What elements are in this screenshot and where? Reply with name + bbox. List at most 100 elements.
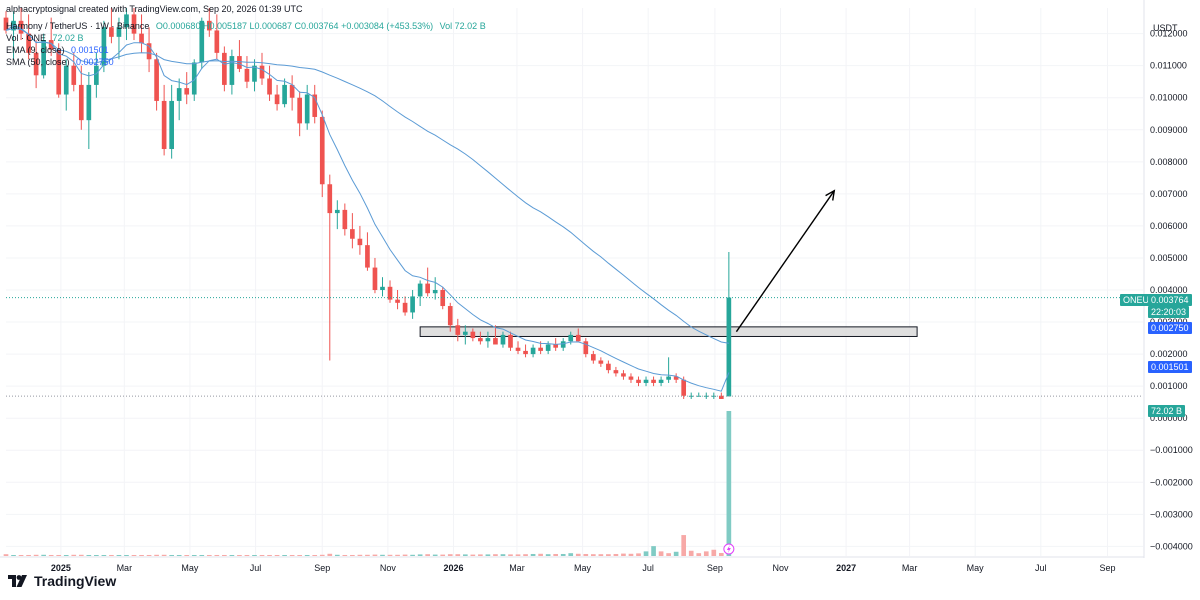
candle-body — [583, 341, 589, 355]
volume-bar — [568, 553, 574, 556]
candle — [523, 344, 528, 358]
candle — [515, 341, 521, 355]
candle — [613, 366, 619, 377]
candle-body — [18, 20, 24, 34]
candle — [402, 296, 408, 316]
volume-bar — [56, 554, 62, 556]
candle — [56, 43, 62, 98]
candle — [131, 8, 137, 41]
candle — [312, 84, 318, 124]
candle — [319, 110, 325, 198]
volume-bar — [387, 554, 393, 556]
symbol-badge-label: ONEUSDT — [1123, 295, 1168, 305]
price-axis-tick-label: −0.001000 — [1150, 445, 1193, 455]
volume-bar — [538, 553, 543, 556]
sma-indicator-label: SMA (50, close) — [6, 57, 70, 67]
volume-readout: Vol 72.02 B — [439, 21, 486, 31]
candle — [726, 251, 732, 397]
candle-body — [26, 33, 31, 53]
volume-bar — [78, 554, 84, 556]
candle — [206, 8, 212, 37]
price-axis-tick-label: −0.003000 — [1150, 509, 1193, 519]
volume-bar — [462, 554, 468, 556]
candle — [470, 328, 476, 342]
candle — [560, 338, 566, 351]
candle — [63, 59, 69, 111]
volume-bar — [176, 555, 182, 556]
candle — [71, 52, 77, 92]
volume-indicator-legend[interactable]: Vol · ONE 72.02 B — [6, 33, 84, 44]
candle — [139, 14, 144, 53]
candle-body — [387, 286, 393, 300]
volume-bar — [718, 552, 724, 556]
candle-body — [154, 59, 159, 101]
volume-bar — [703, 551, 709, 556]
volume-bar — [297, 555, 302, 556]
candle-body — [176, 88, 182, 101]
time-axis-tick-label: 2026 — [443, 563, 463, 573]
candle — [169, 84, 174, 159]
sma-indicator-legend[interactable]: SMA (50, close) 0.002750 — [6, 57, 114, 68]
candle-body — [628, 376, 634, 380]
volume-bar — [651, 546, 656, 556]
candle-body — [56, 49, 62, 95]
candle-body — [621, 373, 626, 377]
candle — [703, 392, 709, 399]
candle — [485, 331, 491, 348]
candle — [237, 40, 242, 73]
symbol-title[interactable]: Harmony / TetherUS · 1W · Binance — [6, 21, 150, 31]
bar-countdown: 22:20:03 — [1151, 307, 1187, 317]
candle-body — [636, 379, 641, 383]
ema-badge-value: 0.001501 — [1151, 362, 1189, 372]
volume-badge-value: 72.02 B — [1151, 406, 1183, 416]
volume-bar — [334, 554, 340, 556]
candle — [673, 373, 679, 383]
candle — [590, 350, 596, 364]
candle-body — [206, 20, 212, 31]
candle-body — [184, 88, 190, 95]
candle — [282, 78, 287, 108]
candle — [718, 392, 724, 399]
volume-bar — [252, 555, 257, 556]
price-axis-tick-label: 0.004000 — [1150, 285, 1188, 295]
ema-indicator-legend[interactable]: EMA (9, close) 0.001501 — [6, 45, 109, 56]
header-line-1: alphacryptosignal created with TradingVi… — [6, 4, 303, 15]
time-axis-tick-label: Jul — [642, 563, 654, 573]
candle-body — [613, 370, 619, 374]
volume-bar — [425, 554, 431, 556]
candle-body — [297, 97, 302, 124]
ema-indicator-label: EMA (9, close) — [6, 45, 65, 55]
candle — [199, 17, 205, 69]
volume-bar — [365, 554, 370, 556]
candle-body — [161, 100, 167, 150]
volume-bar — [681, 535, 687, 556]
volume-bar — [139, 555, 144, 556]
candle — [606, 360, 611, 374]
volume-bar — [553, 553, 559, 556]
volume-indicator-value: 72.02 B — [52, 33, 84, 43]
candle-body — [312, 94, 318, 117]
candle — [342, 203, 348, 236]
volume-bar — [583, 553, 589, 556]
candle — [161, 84, 167, 156]
candle — [297, 91, 302, 137]
volume-bar — [636, 553, 641, 556]
price-lines — [6, 297, 1143, 555]
candle-body — [252, 65, 257, 82]
candle-body — [289, 84, 295, 98]
tradingview-logo[interactable]: TradingView — [8, 572, 116, 590]
candle-body — [560, 341, 566, 348]
volume-bar — [33, 554, 39, 556]
volume-badge: 72.02 B — [1148, 405, 1186, 417]
volume-bar — [282, 555, 287, 556]
volume-bar — [267, 554, 272, 556]
volume-bar — [109, 554, 114, 556]
volume-bar — [41, 554, 46, 556]
last-price-badge: 0.003764 — [1148, 294, 1192, 306]
volume-bar — [575, 553, 581, 556]
time-axis[interactable]: 2025 Mar May Jul Sep Nov 2026 Mar May Jul Sep Nov 20… — [0, 556, 1144, 573]
candle — [636, 376, 641, 387]
candle-body — [417, 283, 423, 297]
candle — [176, 78, 182, 121]
